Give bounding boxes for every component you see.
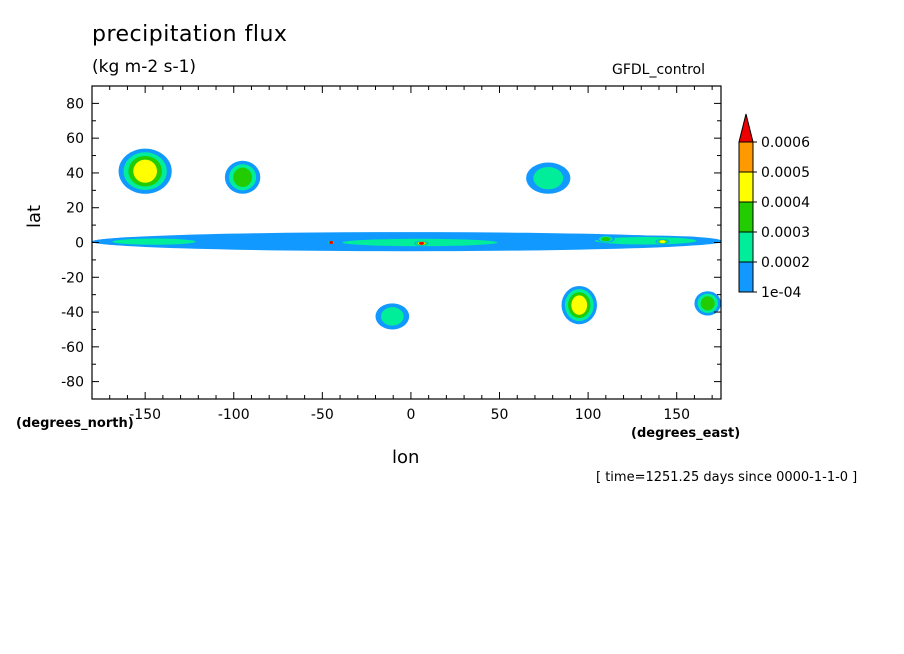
y-tick-label: -80: [61, 375, 84, 391]
precip-region-6-level-3: [601, 236, 611, 242]
y-tick-label: 20: [66, 201, 84, 217]
colorbar-label: 0.0005: [761, 165, 810, 181]
precip-region-9-level-3: [233, 167, 252, 187]
colorbar-swatch: [738, 261, 754, 293]
y-tick-label: -20: [61, 270, 84, 286]
chart-subtitle: (kg m-2 s-1): [92, 57, 197, 77]
precip-region-11-level-4: [571, 295, 588, 315]
x-tick-label: 50: [491, 407, 509, 423]
precip-region-7-level-4: [659, 240, 666, 244]
colorbar-swatch: [738, 171, 754, 203]
x-tick-label: -50: [311, 407, 334, 423]
colorbar-swatch: [738, 231, 754, 263]
y-tick-label: 40: [66, 166, 84, 182]
precip-region-1-level-2: [112, 238, 196, 245]
x-tick-label: -100: [218, 407, 250, 423]
colorbar-swatch: [738, 201, 754, 233]
colorbar-label: 0.0002: [761, 255, 810, 271]
precip-region-12-level-3: [700, 296, 715, 311]
precip-region-4-level-5: [329, 241, 334, 244]
y-tick-label: -60: [61, 340, 84, 356]
y-tick-label: 0: [75, 236, 84, 252]
chart-title: precipitation flux: [92, 22, 288, 47]
dataset-label: GFDL_control: [612, 62, 706, 78]
y-tick-label: 80: [66, 96, 84, 112]
precip-region-13-level-2: [380, 307, 404, 326]
axis-ticks: -150 -100 -50 0 50 100 150 80 60 40 20 0 -20 -40 -60 -8…: [61, 85, 721, 423]
colorbar-label: 1e-04: [761, 285, 801, 301]
x-axis-units: (degrees_east): [631, 426, 741, 441]
x-axis-label: lon: [392, 447, 420, 468]
colorbar-swatch: [738, 141, 754, 173]
precip-region-5-level-5: [418, 241, 425, 245]
colorbar-overflow-triangle: [738, 113, 754, 143]
y-tick-label: -40: [61, 305, 84, 321]
precip-region-3-level-2: [595, 237, 697, 245]
x-tick-label: -150: [129, 407, 161, 423]
x-tick-label: 150: [663, 407, 690, 423]
colorbar-label: 0.0006: [761, 135, 810, 151]
precip-region-10-level-2: [533, 167, 564, 190]
time-label: [ time=1251.25 days since 0000-1-1-0 ]: [596, 470, 858, 485]
colorbar-label: 0.0003: [761, 225, 810, 241]
x-tick-label: 0: [406, 407, 415, 423]
precip-region-8-level-4: [133, 159, 157, 183]
y-tick-label: 60: [66, 131, 84, 147]
colorbar-label: 0.0004: [761, 195, 810, 211]
colorbar: 0.0006 0.0005 0.0004 0.0003 0.0002 1e-04: [738, 113, 810, 301]
x-tick-label: 100: [575, 407, 602, 423]
precipitation-field-layer: [92, 148, 722, 330]
y-axis-units: (degrees_north): [16, 416, 134, 431]
